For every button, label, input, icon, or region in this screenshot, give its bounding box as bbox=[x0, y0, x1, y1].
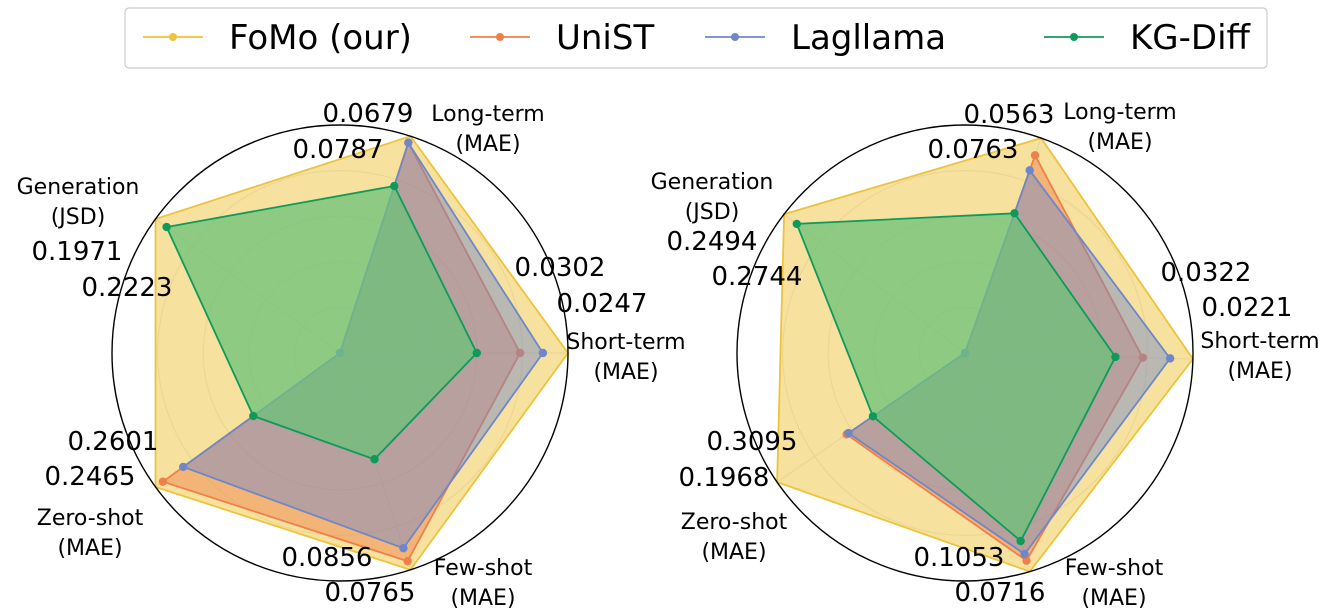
value-label: 0.0716 bbox=[955, 578, 1046, 608]
legend-marker bbox=[496, 33, 504, 41]
data-point-kgdiff bbox=[162, 222, 171, 232]
axis-label-line: Short-term bbox=[1200, 329, 1319, 354]
axis-label: Generation (JSD) bbox=[17, 175, 140, 230]
outer-frame bbox=[111, 124, 569, 582]
value-label: 0.2744 bbox=[712, 262, 803, 292]
legend-item-fomo: FoMo (our) bbox=[143, 18, 412, 58]
axis-label: Few-shot (MAE) bbox=[1065, 556, 1164, 611]
axis-label: Long-term (MAE) bbox=[1063, 100, 1176, 155]
value-label: 0.0322 bbox=[1161, 258, 1252, 288]
value-label: 0.0765 bbox=[325, 578, 416, 608]
value-label: 0.0247 bbox=[557, 289, 648, 319]
series-area-kgdiff bbox=[795, 212, 1117, 543]
value-label: 0.2601 bbox=[68, 427, 159, 457]
axis-label-line: Generation bbox=[651, 170, 774, 195]
legend-item-lagllama: Lagllama bbox=[705, 18, 946, 58]
legend-marker bbox=[169, 33, 177, 41]
value-label: 0.0302 bbox=[515, 253, 606, 283]
series-kgdiff bbox=[792, 209, 1120, 546]
data-point-kgdiff bbox=[249, 411, 258, 421]
value-label: 0.0763 bbox=[928, 135, 1019, 165]
value-label: 0.1971 bbox=[32, 237, 123, 267]
axis-label-line: Long-term bbox=[431, 102, 544, 127]
data-point-kgdiff bbox=[792, 219, 801, 229]
axis-label-line: (MAE) bbox=[450, 586, 515, 611]
data-point-lagllama bbox=[179, 462, 188, 472]
value-label: 0.0563 bbox=[964, 100, 1055, 130]
data-point-unist bbox=[1022, 556, 1031, 565]
data-point-kgdiff bbox=[868, 412, 878, 421]
data-point-kgdiff bbox=[1010, 209, 1019, 218]
legend-frame bbox=[124, 7, 1268, 69]
axis-label-line: (MAE) bbox=[593, 360, 658, 385]
axis-label-line: Few-shot bbox=[1065, 556, 1164, 581]
data-point-kgdiff bbox=[1016, 536, 1025, 546]
data-point-unist bbox=[1138, 353, 1147, 362]
data-point-kgdiff bbox=[370, 455, 379, 464]
data-point-lagllama bbox=[538, 348, 548, 358]
data-point-kgdiff bbox=[1111, 352, 1120, 362]
value-label: 0.0787 bbox=[293, 135, 384, 165]
data-point-kgdiff bbox=[472, 348, 481, 358]
axis-label-line: Generation bbox=[17, 175, 140, 200]
data-point-unist bbox=[515, 348, 525, 358]
axis-label-line: (MAE) bbox=[1081, 586, 1146, 611]
data-point-unist bbox=[158, 477, 168, 486]
axis-label-line: Long-term bbox=[1063, 100, 1176, 125]
axis-label-line: (MAE) bbox=[455, 132, 520, 157]
data-point-lagllama bbox=[844, 428, 853, 438]
legend-item-unist: UniST bbox=[470, 18, 654, 58]
value-label: 0.0679 bbox=[323, 99, 414, 129]
axis-label-line: (JSD) bbox=[685, 200, 740, 225]
radar-chart-left: Short-term (MAE) 0.0302 0.0247 Long-term (MAE… bbox=[17, 99, 686, 611]
legend-label: KG-Diff bbox=[1130, 18, 1252, 58]
legend-item-kgdiff: KG-Diff bbox=[1044, 18, 1252, 58]
legend-marker bbox=[1070, 33, 1078, 41]
axis-label-line: Zero-shot bbox=[37, 506, 144, 531]
value-label: 0.2223 bbox=[82, 273, 173, 303]
axis-label: Zero-shot (MAE) bbox=[681, 510, 788, 565]
value-label: 0.0221 bbox=[1202, 293, 1293, 323]
legend-marker bbox=[731, 33, 739, 41]
axis-label: Generation (JSD) bbox=[651, 170, 774, 225]
data-point-lagllama bbox=[399, 543, 408, 553]
legend: FoMo (our) UniST Lagllama KG-Diff bbox=[124, 7, 1268, 69]
axis-label-line: (JSD) bbox=[51, 205, 106, 230]
axis-label-line: Few-shot bbox=[434, 556, 533, 581]
axis-label-line: (MAE) bbox=[57, 536, 122, 561]
value-label: 0.0856 bbox=[282, 543, 373, 573]
value-label: 0.2465 bbox=[45, 462, 136, 492]
data-point-kgdiff bbox=[390, 181, 399, 191]
data-point-lagllama bbox=[1165, 354, 1175, 363]
series-area-kgdiff bbox=[165, 184, 478, 461]
data-point-lagllama bbox=[404, 138, 413, 147]
value-label: 0.1053 bbox=[914, 543, 1005, 573]
value-label: 0.3095 bbox=[707, 427, 798, 457]
data-point-lagllama bbox=[1020, 549, 1029, 559]
axis-label: Short-term (MAE) bbox=[566, 330, 685, 385]
axis-label: Few-shot (MAE) bbox=[434, 556, 533, 611]
legend-label: Lagllama bbox=[791, 18, 946, 58]
axis-label-line: (MAE) bbox=[1087, 130, 1152, 155]
data-point-unist bbox=[1030, 151, 1040, 160]
axis-label: Zero-shot (MAE) bbox=[37, 506, 144, 561]
axis-label: Long-term (MAE) bbox=[431, 102, 544, 157]
outer-frame bbox=[736, 124, 1194, 582]
data-point-unist bbox=[403, 556, 412, 566]
axis-label-line: Short-term bbox=[566, 330, 685, 355]
radar-chart-right: Short-term (MAE) 0.0322 0.0221 Long-term (MAE… bbox=[651, 100, 1320, 611]
axis-label-line: (MAE) bbox=[701, 540, 766, 565]
data-point-lagllama bbox=[1025, 166, 1034, 175]
axis-label: Short-term (MAE) bbox=[1200, 329, 1319, 384]
value-label: 0.2494 bbox=[667, 227, 758, 257]
legend-label: FoMo (our) bbox=[229, 18, 412, 58]
axis-label-line: Zero-shot bbox=[681, 510, 788, 535]
value-label: 0.1968 bbox=[679, 463, 770, 493]
axis-label-line: (MAE) bbox=[1227, 359, 1292, 384]
legend-label: UniST bbox=[556, 18, 654, 58]
series-kgdiff bbox=[162, 181, 481, 464]
